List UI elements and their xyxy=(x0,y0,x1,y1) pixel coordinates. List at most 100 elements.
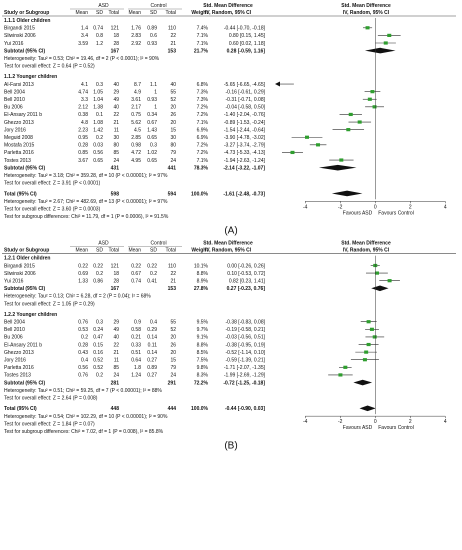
panel1-group2-study8-asd-sd: 0.2 xyxy=(96,135,103,141)
panel1-group1-study2-label: Sliwinski 2006 xyxy=(4,33,36,39)
control-total-header: Total xyxy=(165,248,176,254)
panel1-group2-study11-asd-sd: 0.65 xyxy=(93,158,103,164)
panel2-group2-study1-asd-n: 29 xyxy=(113,320,119,326)
panel2-favours-control: Favours Control xyxy=(378,425,414,431)
panel1-group2-study11-label: Tostes 2013 xyxy=(4,158,31,164)
panel2-group1-study3-point-estimate xyxy=(387,279,392,283)
panel1-group1-study1-label: Birgandi 2015 xyxy=(4,26,35,32)
panel1-group2-study9-weight: 7.2% xyxy=(197,143,209,149)
panel1-favours-asd: Favours ASD xyxy=(343,210,373,216)
panel1-group2-study1-asd-n: 40 xyxy=(113,82,119,88)
panel2-group1-study3-ci-text: 0.82 [0.23, 1.41] xyxy=(229,278,266,284)
panel1-total-ci-text: -1.61 [-2.48, -0.73] xyxy=(223,191,265,197)
panel2-group1-subtotal-ci-text: 0.27 [-0.23, 0.76] xyxy=(227,286,266,292)
panel1-group2-study9-point-estimate xyxy=(316,143,321,147)
panel2-group2-study3-control-mean: 0.21 xyxy=(131,335,141,341)
panel1-group2-study9-control-n: 80 xyxy=(170,143,176,149)
panel1-group2-study9-ci-text: -3.27 [-3.74, -2.79] xyxy=(224,143,266,149)
method-header-right: IV, Random, 95% CI xyxy=(343,10,390,16)
panel1-group2-study5-asd-mean: 0.38 xyxy=(78,112,88,118)
panel1-group1-study2-asd-n: 18 xyxy=(113,33,119,39)
control-total-header: Total xyxy=(165,10,176,16)
panel1-total-asd-n: 598 xyxy=(111,191,120,197)
panel1-group2-study4-asd-sd: 1.38 xyxy=(93,105,103,111)
panel1-group2-study9-asd-mean: 0.28 xyxy=(78,143,88,149)
asd-group-header: ASD xyxy=(98,241,109,247)
panel2-group2-study4-point-estimate xyxy=(366,342,371,347)
panel2-group2-study1-weight: 9.5% xyxy=(197,320,209,326)
panel1-group2-study5-control-n: 26 xyxy=(170,112,176,118)
panel1-group1-study1-control-n: 110 xyxy=(168,26,176,32)
panel1-tick-label: 2 xyxy=(409,204,412,210)
panel1-group2-study3-control-sd: 0.93 xyxy=(147,97,157,103)
panel1-group2-study2-asd-n: 29 xyxy=(113,89,119,95)
panel1-group2-study7-control-sd: 1.43 xyxy=(147,127,157,133)
panel2-group2-study2-asd-n: 49 xyxy=(113,327,119,333)
panel2-group2-study5-control-sd: 0.14 xyxy=(147,350,157,356)
panel1-group2-study9-label: Mostafa 2015 xyxy=(4,143,35,149)
panel2-group2-study7-point-estimate xyxy=(343,365,348,369)
panel1-group2-study7-weight: 6.9% xyxy=(197,127,209,133)
panel1-tick-label: 0 xyxy=(374,204,377,210)
panel1-group2-study10-control-sd: 1.02 xyxy=(147,150,157,156)
panel2-group1-study2-weight: 8.8% xyxy=(197,271,209,277)
panel2-group1-study1-label: Birgandi 2015 xyxy=(4,263,35,269)
panel1-group2-study3-label: Bell 2010 xyxy=(4,97,25,103)
panel1-group1-subtotal-label: Subtotal (95% CI) xyxy=(4,48,45,54)
panel1-group1-study2-control-sd: 0.6 xyxy=(150,33,157,39)
panel2-group2-study7-ci-text: -1.71 [-2.07, -1.35] xyxy=(224,365,266,371)
control-mean-header: Mean xyxy=(128,10,141,16)
smd-header-right: Std. Mean Difference xyxy=(341,241,391,247)
panel2-group2-study8-weight: 8.3% xyxy=(197,373,209,379)
panel1-group2-study1-control-mean: 8.7 xyxy=(134,82,141,88)
panel2-group2-study7-label: Parletta 2016 xyxy=(4,365,34,371)
panel1-group2-study1-control-sd: 1.1 xyxy=(150,82,157,88)
panel2-group1-study3-control-mean: 0.74 xyxy=(131,278,141,284)
panel2-total-diamond xyxy=(359,405,376,412)
panel1-group1-overall-effect: Test for overall effect: Z = 0.64 (P = 0… xyxy=(4,64,95,70)
panel-label-b: (B) xyxy=(224,441,237,452)
panel1-group2-study10-point-estimate xyxy=(290,150,295,155)
panel1-group2-study6-control-mean: 5.62 xyxy=(131,120,141,126)
panel2-group2-study1-asd-mean: 0.76 xyxy=(78,320,88,326)
panel1-group2-study5-weight: 7.2% xyxy=(197,112,209,118)
panel2-group1-study1-asd-mean: 0.22 xyxy=(78,263,88,269)
panel1-group2-study10-asd-sd: 0.56 xyxy=(93,150,103,156)
panel1-group2-study3-control-n: 52 xyxy=(170,97,176,103)
panel1-group1-study3-control-n: 21 xyxy=(170,41,176,47)
panel1-group2-overall-effect: Test for overall effect: Z = 3.91 (P < 0… xyxy=(4,181,101,187)
panel1-group2-study7-asd-n: 11 xyxy=(114,127,119,133)
panel2-group2-study6-point-estimate xyxy=(362,358,367,362)
panel2-group2-study2-point-estimate xyxy=(369,327,374,331)
panel-label-a: (A) xyxy=(224,226,237,237)
panel2-group1-study2-control-n: 22 xyxy=(170,271,176,277)
smd-header-left: Std. Mean Difference xyxy=(203,3,253,9)
panel1-group2-study6-label: Ghezzo 2013 xyxy=(4,120,34,126)
panel1-group2-study9-asd-n: 80 xyxy=(113,143,119,149)
panel2-footer-3: Test for subgroup differences: Chi² = 7.… xyxy=(4,429,164,435)
panel1-group1-study3-control-sd: 0.93 xyxy=(147,41,157,47)
panel1-group2-study3-control-mean: 3.61 xyxy=(131,97,141,103)
panel2-group2-study3-point-estimate xyxy=(372,335,377,339)
panel1-footer-2: Test for overall effect: Z = 3.60 (P = 0… xyxy=(4,206,101,212)
panel2-group2-study6-weight: 7.5% xyxy=(197,358,209,364)
panel2-group2-study2-control-mean: 0.58 xyxy=(131,327,141,333)
panel1-group1-subtotal-control-n: 153 xyxy=(168,48,177,54)
panel1-group2-study3-point-estimate xyxy=(367,97,372,101)
panel1-group2-study7-point-estimate xyxy=(346,128,351,132)
panel2-group1-study2-control-mean: 0.67 xyxy=(131,271,141,277)
panel1-group1-study3-point-estimate xyxy=(383,41,388,45)
panel1-group2-study6-asd-sd: 1.08 xyxy=(93,120,103,126)
panel1-group2-study6-asd-mean: 4.8 xyxy=(81,120,88,126)
panel2-group1-study1-ci-text: 0.00 [-0.26, 0.26] xyxy=(227,263,265,269)
panel2-total-label: Total (95% CI) xyxy=(4,406,37,412)
panel2-group1-study3-control-n: 21 xyxy=(170,278,176,284)
panel2-group2-study5-control-mean: 0.51 xyxy=(131,350,141,356)
panel1-group2-subtotal-diamond xyxy=(318,164,357,171)
panel1-group2-study1-weight: 6.8% xyxy=(197,82,209,88)
panel2-group2-study6-control-mean: 0.64 xyxy=(131,358,141,364)
panel2-group2-study7-asd-mean: 0.56 xyxy=(78,365,88,371)
panel1-group2-study10-ci-text: -4.73 [-5.33, -4.13] xyxy=(224,150,266,156)
panel1-group2-study2-asd-sd: 1.05 xyxy=(93,89,103,95)
panel2-total-ci-text: -0.44 [-0.90, 0.03] xyxy=(225,406,265,412)
